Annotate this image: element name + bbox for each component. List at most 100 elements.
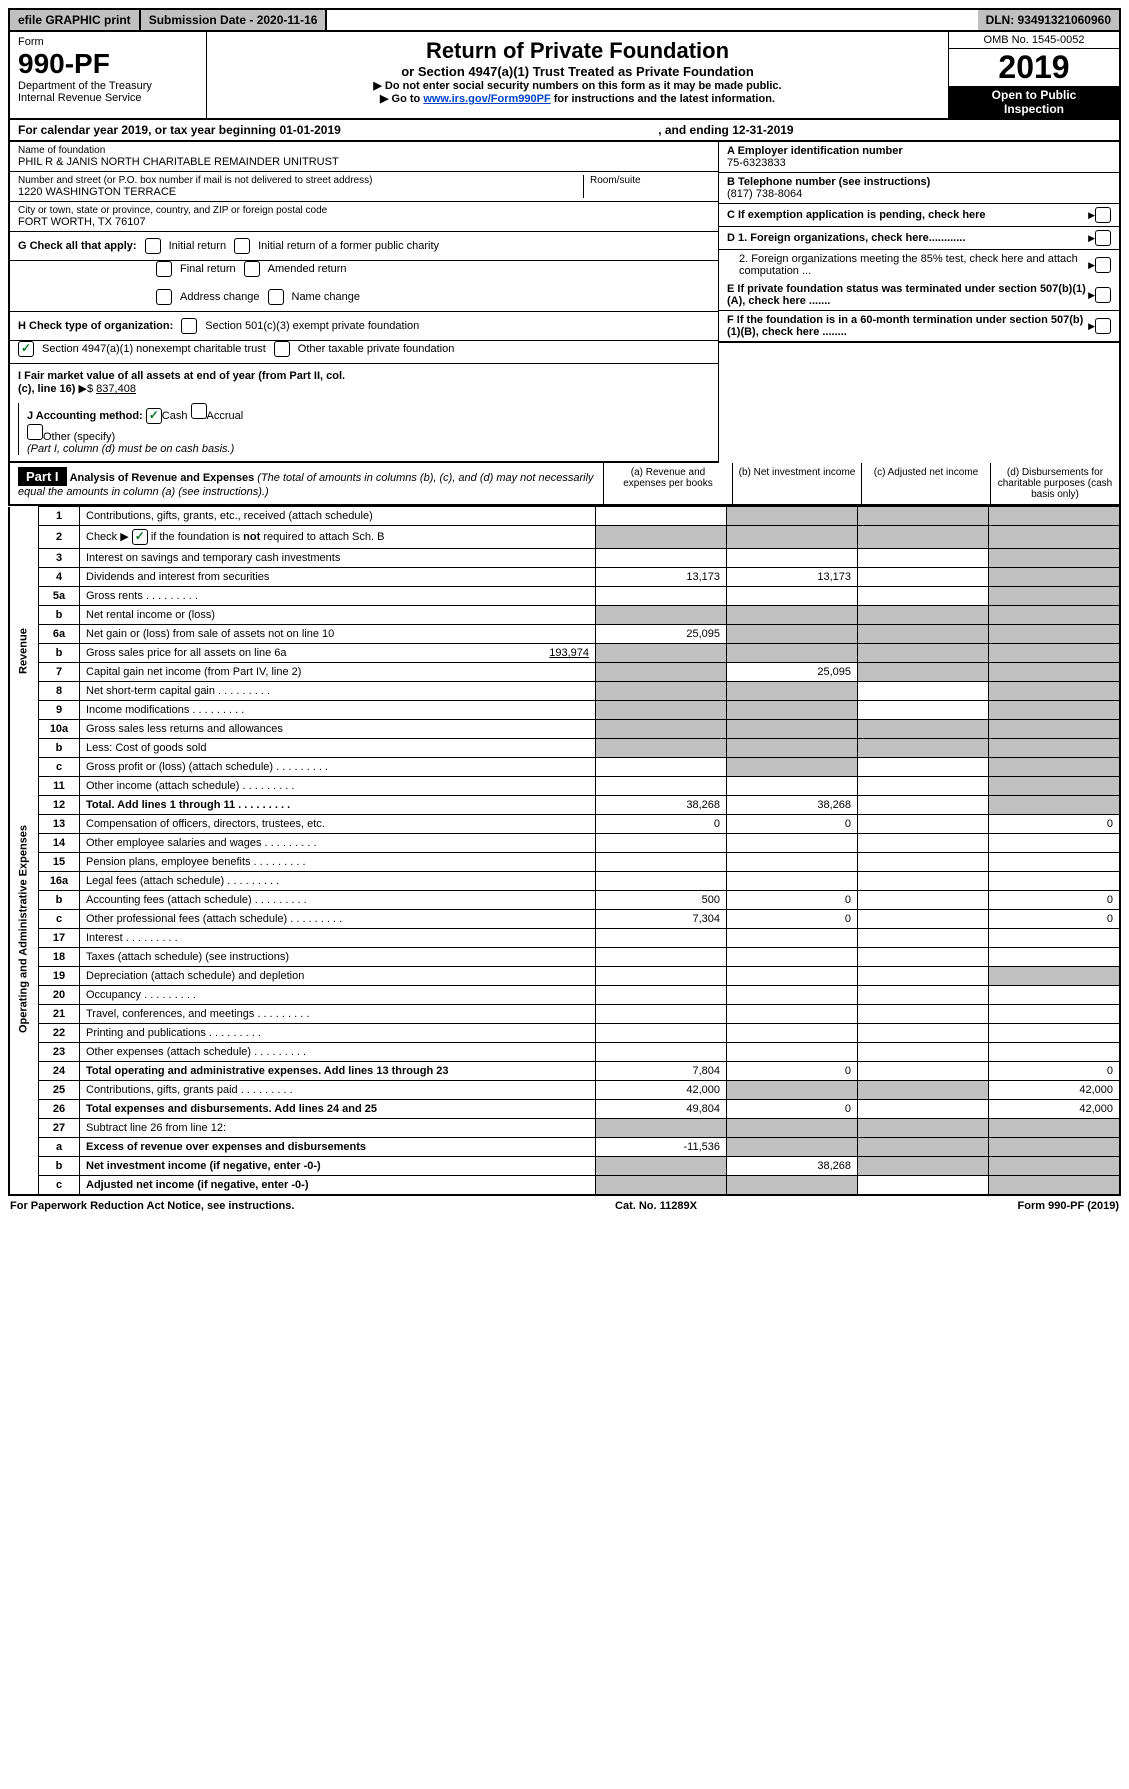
line-22-num: 22	[39, 1024, 80, 1043]
line-14-num: 14	[39, 834, 80, 853]
60month-check[interactable]	[1095, 318, 1111, 334]
accrual-check[interactable]	[191, 403, 207, 419]
line-20-desc: Occupancy	[80, 986, 596, 1005]
line-21-num: 21	[39, 1005, 80, 1024]
j-opt-1: Cash	[162, 410, 188, 422]
dln: DLN: 93491321060960	[978, 10, 1119, 30]
line-15-num: 15	[39, 853, 80, 872]
line-6a-a: 25,095	[596, 625, 727, 644]
line-8-num: 8	[39, 682, 80, 701]
line-4-num: 4	[39, 568, 80, 587]
a-label: A Employer identification number	[727, 145, 1111, 157]
instr2-prefix: ▶ Go to	[380, 93, 423, 105]
line-16a-desc: Legal fees (attach schedule)	[80, 872, 596, 891]
line-27-desc: Subtract line 26 from line 12:	[80, 1119, 596, 1138]
period-prefix: For calendar year 2019, or tax year begi…	[18, 123, 341, 137]
line-14-desc: Other employee salaries and wages	[80, 834, 596, 853]
g-row-3: Address change Name change	[10, 283, 718, 312]
phone-value: (817) 738-8064	[727, 188, 1111, 200]
e-cell: E If private foundation status was termi…	[719, 280, 1119, 311]
line-19-num: 19	[39, 967, 80, 986]
line-12-num: 12	[39, 796, 80, 815]
line-9-desc: Income modifications	[80, 701, 596, 720]
f-label: F If the foundation is in a 60-month ter…	[727, 314, 1088, 338]
line-4-a: 13,173	[596, 568, 727, 587]
g-opt-1: Initial return	[169, 240, 226, 252]
other-taxable-check[interactable]	[274, 341, 290, 357]
line-18-desc: Taxes (attach schedule) (see instruction…	[80, 948, 596, 967]
h-row-2: Section 4947(a)(1) nonexempt charitable …	[10, 341, 718, 364]
line-10c-num: c	[39, 758, 80, 777]
foreign-org-check[interactable]	[1095, 230, 1111, 246]
other-specify-check[interactable]	[27, 424, 43, 440]
b-label: B Telephone number (see instructions)	[727, 176, 1111, 188]
submission-date: Submission Date - 2020-11-16	[141, 10, 328, 30]
amended-return-check[interactable]	[244, 261, 260, 277]
g-row: G Check all that apply: Initial return I…	[10, 232, 718, 261]
status-terminated-check[interactable]	[1095, 287, 1111, 303]
line-16b-a: 500	[596, 891, 727, 910]
period-ending: , and ending 12-31-2019	[658, 123, 793, 137]
line-5b-num: b	[39, 606, 80, 625]
85pct-test-check[interactable]	[1095, 257, 1111, 273]
line-5a-num: 5a	[39, 587, 80, 606]
part1-title: Analysis of Revenue and Expenses	[70, 472, 255, 484]
cash-check[interactable]	[146, 408, 162, 424]
line-24-d: 0	[989, 1062, 1121, 1081]
arrow-icon	[1088, 209, 1095, 221]
g-opt-5: Address change	[180, 291, 260, 303]
address-change-check[interactable]	[156, 289, 172, 305]
phone-cell: B Telephone number (see instructions) (8…	[719, 173, 1119, 204]
line-6b-num: b	[39, 644, 80, 663]
tax-year: 2019	[949, 49, 1119, 86]
line-23-num: 23	[39, 1043, 80, 1062]
line-3-num: 3	[39, 549, 80, 568]
part1-header-row: Part I Analysis of Revenue and Expenses …	[8, 463, 1121, 506]
line-27c-num: c	[39, 1176, 80, 1196]
name-change-check[interactable]	[268, 289, 284, 305]
h-opt-1: Section 501(c)(3) exempt private foundat…	[205, 320, 419, 332]
d2-label: 2. Foreign organizations meeting the 85%…	[727, 253, 1088, 277]
line-13-num: 13	[39, 815, 80, 834]
j-opt-3: Other (specify)	[43, 431, 115, 443]
line-18-num: 18	[39, 948, 80, 967]
sch-b-check[interactable]	[132, 529, 148, 545]
line-27b-num: b	[39, 1157, 80, 1176]
h-row: H Check type of organization: Section 50…	[10, 312, 718, 341]
h-opt-3: Other taxable private foundation	[298, 343, 455, 355]
g-opt-4: Amended return	[268, 263, 347, 275]
efile-label: efile GRAPHIC print	[10, 10, 141, 30]
4947a1-check[interactable]	[18, 341, 34, 357]
address-cell: Number and street (or P.O. box number if…	[10, 172, 718, 202]
initial-return-check[interactable]	[145, 238, 161, 254]
footer-mid: Cat. No. 11289X	[615, 1200, 697, 1212]
form-url-link[interactable]: www.irs.gov/Form990PF	[423, 93, 550, 105]
line-27-num: 27	[39, 1119, 80, 1138]
d2-cell: 2. Foreign organizations meeting the 85%…	[719, 250, 1119, 280]
final-return-check[interactable]	[156, 261, 172, 277]
exemption-pending-check[interactable]	[1095, 207, 1111, 223]
line-27b-desc: Net investment income (if negative, ente…	[80, 1157, 596, 1176]
name-label: Name of foundation	[18, 145, 710, 156]
ij-row: I Fair market value of all assets at end…	[10, 364, 718, 463]
part1-label: Part I	[18, 467, 67, 486]
line-2-num: 2	[39, 526, 80, 549]
c-cell: C If exemption application is pending, c…	[719, 204, 1119, 227]
line-23-desc: Other expenses (attach schedule)	[80, 1043, 596, 1062]
header-right: OMB No. 1545-0052 2019 Open to Public In…	[948, 32, 1119, 118]
line-27a-desc: Excess of revenue over expenses and disb…	[80, 1138, 596, 1157]
e-label: E If private foundation status was termi…	[727, 283, 1088, 307]
d1-label: D 1. Foreign organizations, check here..…	[727, 232, 1088, 244]
line-7-desc: Capital gain net income (from Part IV, l…	[80, 663, 596, 682]
g-opt-2: Initial return of a former public charit…	[258, 240, 439, 252]
j-opt-2: Accrual	[207, 410, 244, 422]
line-11-num: 11	[39, 777, 80, 796]
initial-former-check[interactable]	[234, 238, 250, 254]
line-26-num: 26	[39, 1100, 80, 1119]
calendar-year-row: For calendar year 2019, or tax year begi…	[8, 120, 1121, 142]
col-c-header: (c) Adjusted net income	[861, 463, 990, 504]
501c3-check[interactable]	[181, 318, 197, 334]
open-line-2: Inspection	[949, 102, 1119, 116]
top-bar: efile GRAPHIC print Submission Date - 20…	[8, 8, 1121, 32]
arrow-icon	[1088, 320, 1095, 332]
